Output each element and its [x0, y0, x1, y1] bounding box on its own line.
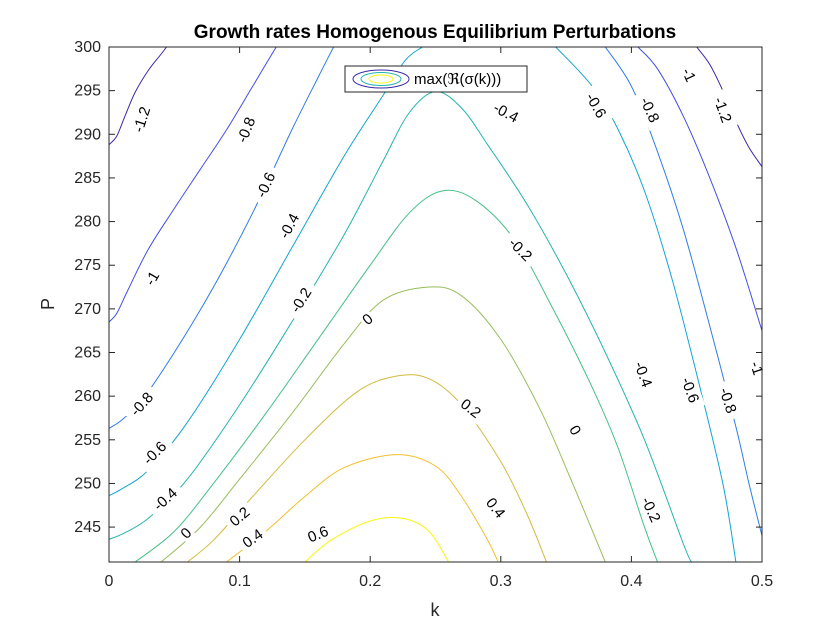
y-tick-label: 285 — [74, 170, 101, 187]
contour-label-bg — [222, 500, 257, 534]
x-tick-label: 0 — [105, 573, 114, 590]
y-tick-label: 260 — [74, 388, 101, 405]
y-tick-label: 290 — [74, 126, 101, 143]
y-tick-label: 270 — [74, 301, 101, 318]
legend: max(ℜ(σ(k))) — [344, 65, 528, 93]
contour-label-text: -1 — [746, 359, 766, 377]
contour-label-bg — [744, 355, 769, 382]
x-axis-label: k — [431, 600, 441, 620]
y-tick-label: 275 — [74, 257, 101, 274]
contour-label-bg — [272, 204, 307, 248]
y-axis-ticks: 245 250 255 260 265 270 275 280 285 290 295 300 — [74, 39, 762, 536]
plot-area — [109, 47, 762, 562]
contour-label-bg — [144, 479, 186, 519]
contour-label-bg — [500, 229, 541, 270]
contour-line — [109, 47, 167, 146]
contour-label-bg — [484, 95, 528, 130]
contour-line — [134, 189, 658, 562]
y-axis-label: P — [38, 298, 58, 310]
y-tick-label: 255 — [74, 432, 101, 449]
contour-line — [160, 286, 606, 562]
contour-label-bg — [127, 98, 157, 141]
legend-contour-icon — [352, 69, 410, 89]
chart-title: Growth rates Homogenous Equilibrium Pert… — [194, 22, 676, 43]
contour-labels: -1.2 -0.8-0.6-0.4-1-0.20-0.8-0.6-0.400.20… — [122, 61, 769, 555]
contour-label-bg — [356, 308, 379, 331]
contour-label: 0 — [564, 420, 587, 441]
contour-label-bg — [283, 279, 319, 322]
contour-label-bg — [235, 522, 271, 555]
contour-label: -0.8 — [633, 88, 666, 132]
legend-label: max(ℜ(σ(k))) — [414, 71, 501, 88]
contour-label: -1 — [744, 355, 769, 382]
contour-label: 0 — [356, 308, 379, 331]
contour-label-bg — [675, 368, 706, 412]
contour-line — [637, 47, 762, 331]
contour-line — [109, 90, 692, 562]
contour-label-bg — [713, 379, 743, 422]
y-tick-label: 280 — [74, 214, 101, 231]
contour-label-bg — [634, 488, 668, 531]
x-tick-label: 0.5 — [751, 573, 773, 590]
contour-line — [226, 454, 499, 562]
x-tick-label: 0.2 — [359, 573, 381, 590]
contour-line — [109, 47, 277, 323]
contour-label-bg — [122, 383, 162, 425]
contour-label-bg — [676, 61, 702, 89]
y-tick-label: 265 — [74, 345, 101, 362]
contour-label-bg — [578, 84, 614, 127]
contour-label-text: -1 — [678, 65, 699, 84]
contour-label-bg — [175, 522, 197, 545]
contour-label-bg — [633, 88, 666, 132]
contour-label-bg — [453, 392, 489, 425]
contour-label-bg — [300, 520, 336, 549]
y-tick-label: 245 — [74, 519, 101, 536]
y-tick-label: 250 — [74, 475, 101, 492]
contour-label-bg — [707, 88, 738, 131]
contour-label-bg — [230, 108, 262, 152]
x-tick-label: 0.3 — [490, 573, 512, 590]
contour-label: -1 — [676, 61, 702, 89]
contour-label-bg — [134, 432, 175, 473]
contour-label: 0.6 — [300, 520, 336, 549]
contour-label-bg — [628, 353, 659, 396]
x-axis-ticks: 0 0.1 0.2 0.3 0.4 0.5 — [105, 47, 773, 590]
contour-label-bg — [249, 163, 282, 207]
contour-label: 0.4 — [479, 490, 512, 526]
contour-label-bg — [564, 420, 587, 441]
x-tick-label: 0.4 — [620, 573, 642, 590]
axes-box — [108, 46, 763, 563]
contour-label: -0.4 — [484, 95, 528, 130]
contour-label: -1 — [139, 264, 166, 292]
y-tick-label: 295 — [74, 83, 101, 100]
contour-line — [304, 516, 450, 562]
x-tick-label: 0.1 — [228, 573, 250, 590]
contour-label-bg — [139, 264, 166, 292]
y-tick-label: 300 — [74, 39, 101, 56]
contour-label-text: 0.6 — [305, 523, 331, 547]
contour-label-bg — [479, 490, 512, 526]
